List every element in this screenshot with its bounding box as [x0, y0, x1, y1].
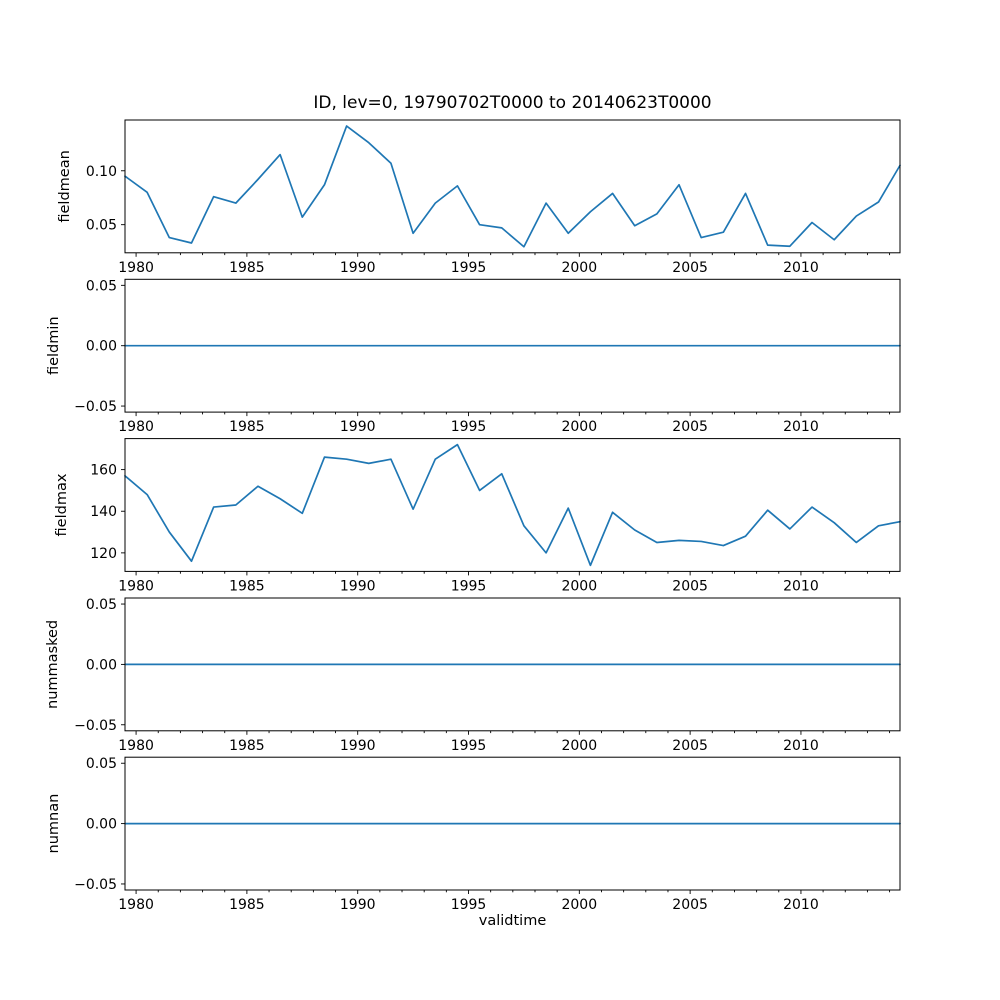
fieldmean-x-tick-label: 1990: [340, 260, 376, 276]
nummasked-y-ticks: −0.05 0.00 0.05: [74, 597, 125, 734]
subplot-nummasked: 1980 1985 1990 1995 2000 2005 2010 −0.05 0.00 0.0…: [45, 597, 901, 754]
fieldmin-x-tick-label: 2000: [561, 419, 597, 435]
fieldmin-x-tick-label: 1985: [229, 419, 265, 435]
fieldmean-y-tick-label: 0.05: [86, 218, 117, 234]
fieldmax-x-tick-label: 2000: [561, 578, 597, 594]
fieldmin-ylabel: fieldmin: [46, 316, 62, 375]
numnan-ylabel: numnan: [46, 794, 62, 854]
numnan-x-tick-label: 1980: [118, 897, 154, 913]
fieldmin-x-tick-label: 1980: [118, 419, 154, 435]
fieldmax-y-tick-label: 160: [90, 463, 117, 479]
fieldmax-axes-frame: [124, 438, 901, 572]
numnan-y-tick-label: −0.05: [74, 877, 117, 893]
fieldmin-y-tick-label: 0.05: [86, 278, 117, 294]
fieldmax-x-tick-label: 2010: [783, 578, 819, 594]
numnan-x-major-ticks: 1980 1985 1990 1995 2000 2005 2010: [118, 890, 819, 913]
fieldmin-y-tick-label: 0.00: [86, 339, 117, 355]
numnan-x-minor-ticks: [157, 890, 891, 893]
fieldmin-y-tick-label: −0.05: [74, 399, 117, 415]
nummasked-x-minor-ticks: [157, 730, 891, 734]
fieldmin-y-ticks: −0.05 0.00 0.05: [74, 278, 125, 415]
subplot-fieldmin: 1980 1985 1990 1995 2000 2005 2010 −0.05 0.00 0.0…: [46, 278, 901, 435]
nummasked-x-major-ticks: 1980 1985 1990 1995 2000 2005 2010: [118, 730, 819, 754]
fieldmean-x-tick-label: 1980: [118, 260, 154, 276]
x-axis-label: validtime: [478, 913, 547, 929]
nummasked-x-tick-label: 1995: [451, 738, 487, 754]
fieldmin-x-tick-label: 1995: [451, 419, 487, 435]
numnan-y-tick-label: 0.05: [86, 756, 117, 772]
fieldmax-x-tick-label: 1980: [118, 578, 154, 594]
fieldmean-line: [124, 125, 901, 248]
fieldmean-x-major-ticks: 1980 1985 1990 1995 2000 2005 2010: [118, 252, 819, 276]
nummasked-y-tick-label: 0.00: [86, 657, 117, 673]
fieldmean-x-minor-ticks: [157, 252, 891, 256]
fieldmax-y-tick-label: 140: [90, 504, 117, 520]
fieldmean-x-tick-label: 2005: [672, 260, 708, 276]
numnan-x-tick-label: 1985: [229, 897, 265, 913]
subplot-numnan: 1980 1985 1990 1995 2000 2005 2010 −0.05 0.00 0.0…: [46, 756, 901, 913]
fieldmean-x-tick-label: 2000: [561, 260, 597, 276]
nummasked-x-tick-label: 1985: [229, 738, 265, 754]
fieldmax-x-tick-label: 2005: [672, 578, 708, 594]
numnan-x-tick-label: 1990: [340, 897, 376, 913]
chart-title: ID, lev=0, 19790702T0000 to 20140623T000…: [313, 93, 712, 113]
numnan-x-tick-label: 2000: [561, 897, 597, 913]
nummasked-y-tick-label: 0.05: [86, 597, 117, 613]
fieldmax-x-tick-label: 1985: [229, 578, 265, 594]
fieldmin-x-tick-label: 1990: [340, 419, 376, 435]
nummasked-y-tick-label: −0.05: [74, 718, 117, 734]
fieldmin-x-minor-ticks: [157, 412, 891, 415]
numnan-x-tick-label: 2010: [783, 897, 819, 913]
numnan-y-ticks: −0.05 0.00 0.05: [74, 756, 125, 893]
fieldmax-line: [124, 443, 901, 567]
subplot-fieldmax: 1980 1985 1990 1995 2000 2005 2010 120 140 160 fie…: [54, 438, 901, 594]
numnan-x-tick-label: 2005: [672, 897, 708, 913]
nummasked-x-tick-label: 1990: [340, 738, 376, 754]
fieldmax-x-minor-ticks: [157, 571, 891, 574]
fieldmean-x-tick-label: 2010: [783, 260, 819, 276]
numnan-y-tick-label: 0.00: [86, 817, 117, 833]
fieldmax-x-major-ticks: 1980 1985 1990 1995 2000 2005 2010: [118, 571, 819, 594]
nummasked-x-tick-label: 2005: [672, 738, 708, 754]
fieldmax-x-tick-label: 1995: [451, 578, 487, 594]
numnan-x-tick-label: 1995: [451, 897, 487, 913]
fieldmean-x-tick-label: 1995: [451, 260, 487, 276]
nummasked-x-tick-label: 2010: [783, 738, 819, 754]
fieldmax-ylabel: fieldmax: [54, 473, 70, 536]
fieldmax-y-tick-label: 120: [90, 546, 117, 562]
fieldmin-x-major-ticks: 1980 1985 1990 1995 2000 2005 2010: [118, 412, 819, 435]
fieldmin-x-tick-label: 2005: [672, 419, 708, 435]
fieldmax-y-ticks: 120 140 160: [90, 463, 125, 562]
nummasked-ylabel: nummasked: [45, 620, 61, 709]
fieldmean-axes-frame: [124, 119, 901, 254]
fieldmean-x-tick-label: 1985: [229, 260, 265, 276]
fieldmean-y-ticks: 0.05 0.10: [86, 164, 125, 234]
fieldmean-y-tick-label: 0.10: [86, 164, 117, 180]
fieldmax-x-tick-label: 1990: [340, 578, 376, 594]
fieldmin-x-tick-label: 2010: [783, 419, 819, 435]
fieldmean-ylabel: fieldmean: [57, 150, 73, 222]
nummasked-x-tick-label: 1980: [118, 738, 154, 754]
nummasked-x-tick-label: 2000: [561, 738, 597, 754]
subplot-fieldmean: 1980 1985 1990 1995 2000 2005 2010 0.05 0.10 fiel…: [57, 119, 901, 276]
